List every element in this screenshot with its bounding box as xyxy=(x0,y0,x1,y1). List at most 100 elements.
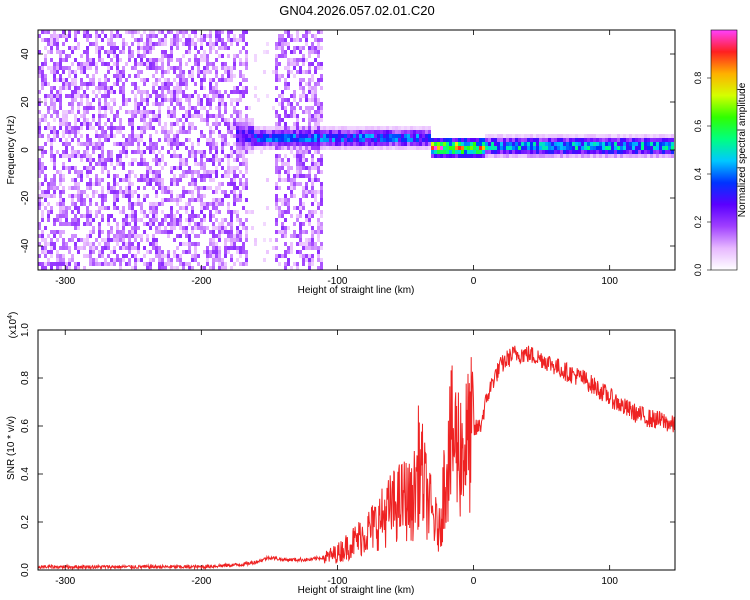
spectrogram-cell xyxy=(194,158,197,162)
spectrogram-cell xyxy=(86,146,89,150)
spectrogram-cell xyxy=(233,134,236,138)
spectrogram-cell xyxy=(233,118,236,122)
spectrogram-cell xyxy=(101,178,104,182)
spectrogram-cell xyxy=(185,38,188,42)
spectrogram-cell xyxy=(218,222,221,226)
spectrogram-cell xyxy=(167,30,170,34)
spectrogram-cell xyxy=(299,158,302,162)
spectrogram-cell xyxy=(197,74,200,78)
spectrogram-cell xyxy=(305,230,308,234)
spectrogram-cell xyxy=(59,138,62,142)
spectrogram-cell xyxy=(146,174,149,178)
spectrogram-cell xyxy=(41,250,44,254)
spectrogram-cell xyxy=(239,218,242,222)
spectrogram-cell xyxy=(200,166,203,170)
spectrogram-cell xyxy=(299,146,302,150)
spectrogram-cell xyxy=(194,150,197,154)
spectrogram-cell xyxy=(200,86,203,90)
spectrogram-cell xyxy=(137,86,140,90)
spectrogram-cell xyxy=(398,138,401,142)
spectrogram-cell xyxy=(185,130,188,134)
spectrogram-cell xyxy=(338,146,341,150)
spectrogram-cell xyxy=(287,42,290,46)
spectrogram-cell xyxy=(110,226,113,230)
spectrogram-cell xyxy=(200,102,203,106)
spectrogram-cell xyxy=(317,78,320,82)
spectrogram-cell xyxy=(413,134,416,138)
spectrogram-cell xyxy=(50,34,53,38)
spectrogram-cell xyxy=(44,78,47,82)
spectrogram-cell xyxy=(83,202,86,206)
spectrogram-cell xyxy=(296,62,299,66)
spectrogram-cell xyxy=(194,154,197,158)
spectrogram-cell xyxy=(44,114,47,118)
spectrogram-cell xyxy=(68,166,71,170)
spectrogram-cell xyxy=(299,70,302,74)
spectrogram-cell xyxy=(173,222,176,226)
spectrogram-cell xyxy=(230,210,233,214)
spectrogram-cell xyxy=(137,142,140,146)
spectrogram-cell xyxy=(311,234,314,238)
spectrogram-cell xyxy=(104,102,107,106)
spectrogram-cell xyxy=(308,66,311,70)
spectrogram-cell xyxy=(311,106,314,110)
spectrogram-cell xyxy=(131,30,134,34)
spectrogram-cell xyxy=(113,198,116,202)
spectrogram-cell xyxy=(113,118,116,122)
spectrogram-cell xyxy=(179,206,182,210)
spectrogram-cell xyxy=(593,138,596,142)
spectrogram-cell xyxy=(236,118,239,122)
spectrogram-cell xyxy=(86,186,89,190)
spectrogram-cell xyxy=(176,234,179,238)
spectrogram-cell xyxy=(644,142,647,146)
spectrogram-cell xyxy=(239,58,242,62)
spectrogram-cell xyxy=(278,174,281,178)
spectrogram-cell xyxy=(53,166,56,170)
y-tick-label: 0 xyxy=(20,147,31,153)
spectrogram-cell xyxy=(128,186,131,190)
spectrogram-cell xyxy=(413,130,416,134)
spectrogram-cell xyxy=(158,246,161,250)
spectrogram-cell xyxy=(50,142,53,146)
spectrogram-cell xyxy=(311,130,314,134)
spectrogram-cell xyxy=(98,46,101,50)
spectrogram-cell xyxy=(185,158,188,162)
spectrogram-cell xyxy=(92,230,95,234)
spectrogram-cell xyxy=(227,78,230,82)
spectrogram-cell xyxy=(530,150,533,154)
spectrogram-cell xyxy=(248,134,251,138)
spectrogram-cell xyxy=(197,110,200,114)
spectrogram-cell xyxy=(161,66,164,70)
spectrogram-cell xyxy=(161,258,164,262)
spectrogram-cell xyxy=(143,210,146,214)
spectrogram-cell xyxy=(215,86,218,90)
spectrogram-cell xyxy=(623,142,626,146)
spectrogram-cell xyxy=(275,46,278,50)
spectrogram-cell xyxy=(311,78,314,82)
spectrogram-cell xyxy=(239,118,242,122)
spectrogram-cell xyxy=(224,266,227,270)
spectrogram-cell xyxy=(74,218,77,222)
spectrogram-cell xyxy=(527,150,530,154)
spectrogram-cell xyxy=(62,134,65,138)
spectrogram-cell xyxy=(335,134,338,138)
spectrogram-cell xyxy=(221,98,224,102)
spectrogram-cell xyxy=(239,198,242,202)
spectrogram-cell xyxy=(224,194,227,198)
spectrogram-cell xyxy=(182,90,185,94)
spectrogram-cell xyxy=(353,126,356,130)
spectrogram-cell xyxy=(392,130,395,134)
spectrogram-cell xyxy=(41,170,44,174)
spectrogram-cell xyxy=(659,138,662,142)
spectrogram-cell xyxy=(167,150,170,154)
spectrogram-cell xyxy=(521,150,524,154)
spectrogram-cell xyxy=(188,138,191,142)
spectrogram-cell xyxy=(179,78,182,82)
spectrogram-cell xyxy=(287,142,290,146)
spectrogram-cell xyxy=(284,134,287,138)
spectrogram-cell xyxy=(89,42,92,46)
spectrogram-cell xyxy=(218,238,221,242)
spectrogram-cell xyxy=(638,154,641,158)
spectrogram-cell xyxy=(308,130,311,134)
spectrogram-cell xyxy=(446,150,449,154)
